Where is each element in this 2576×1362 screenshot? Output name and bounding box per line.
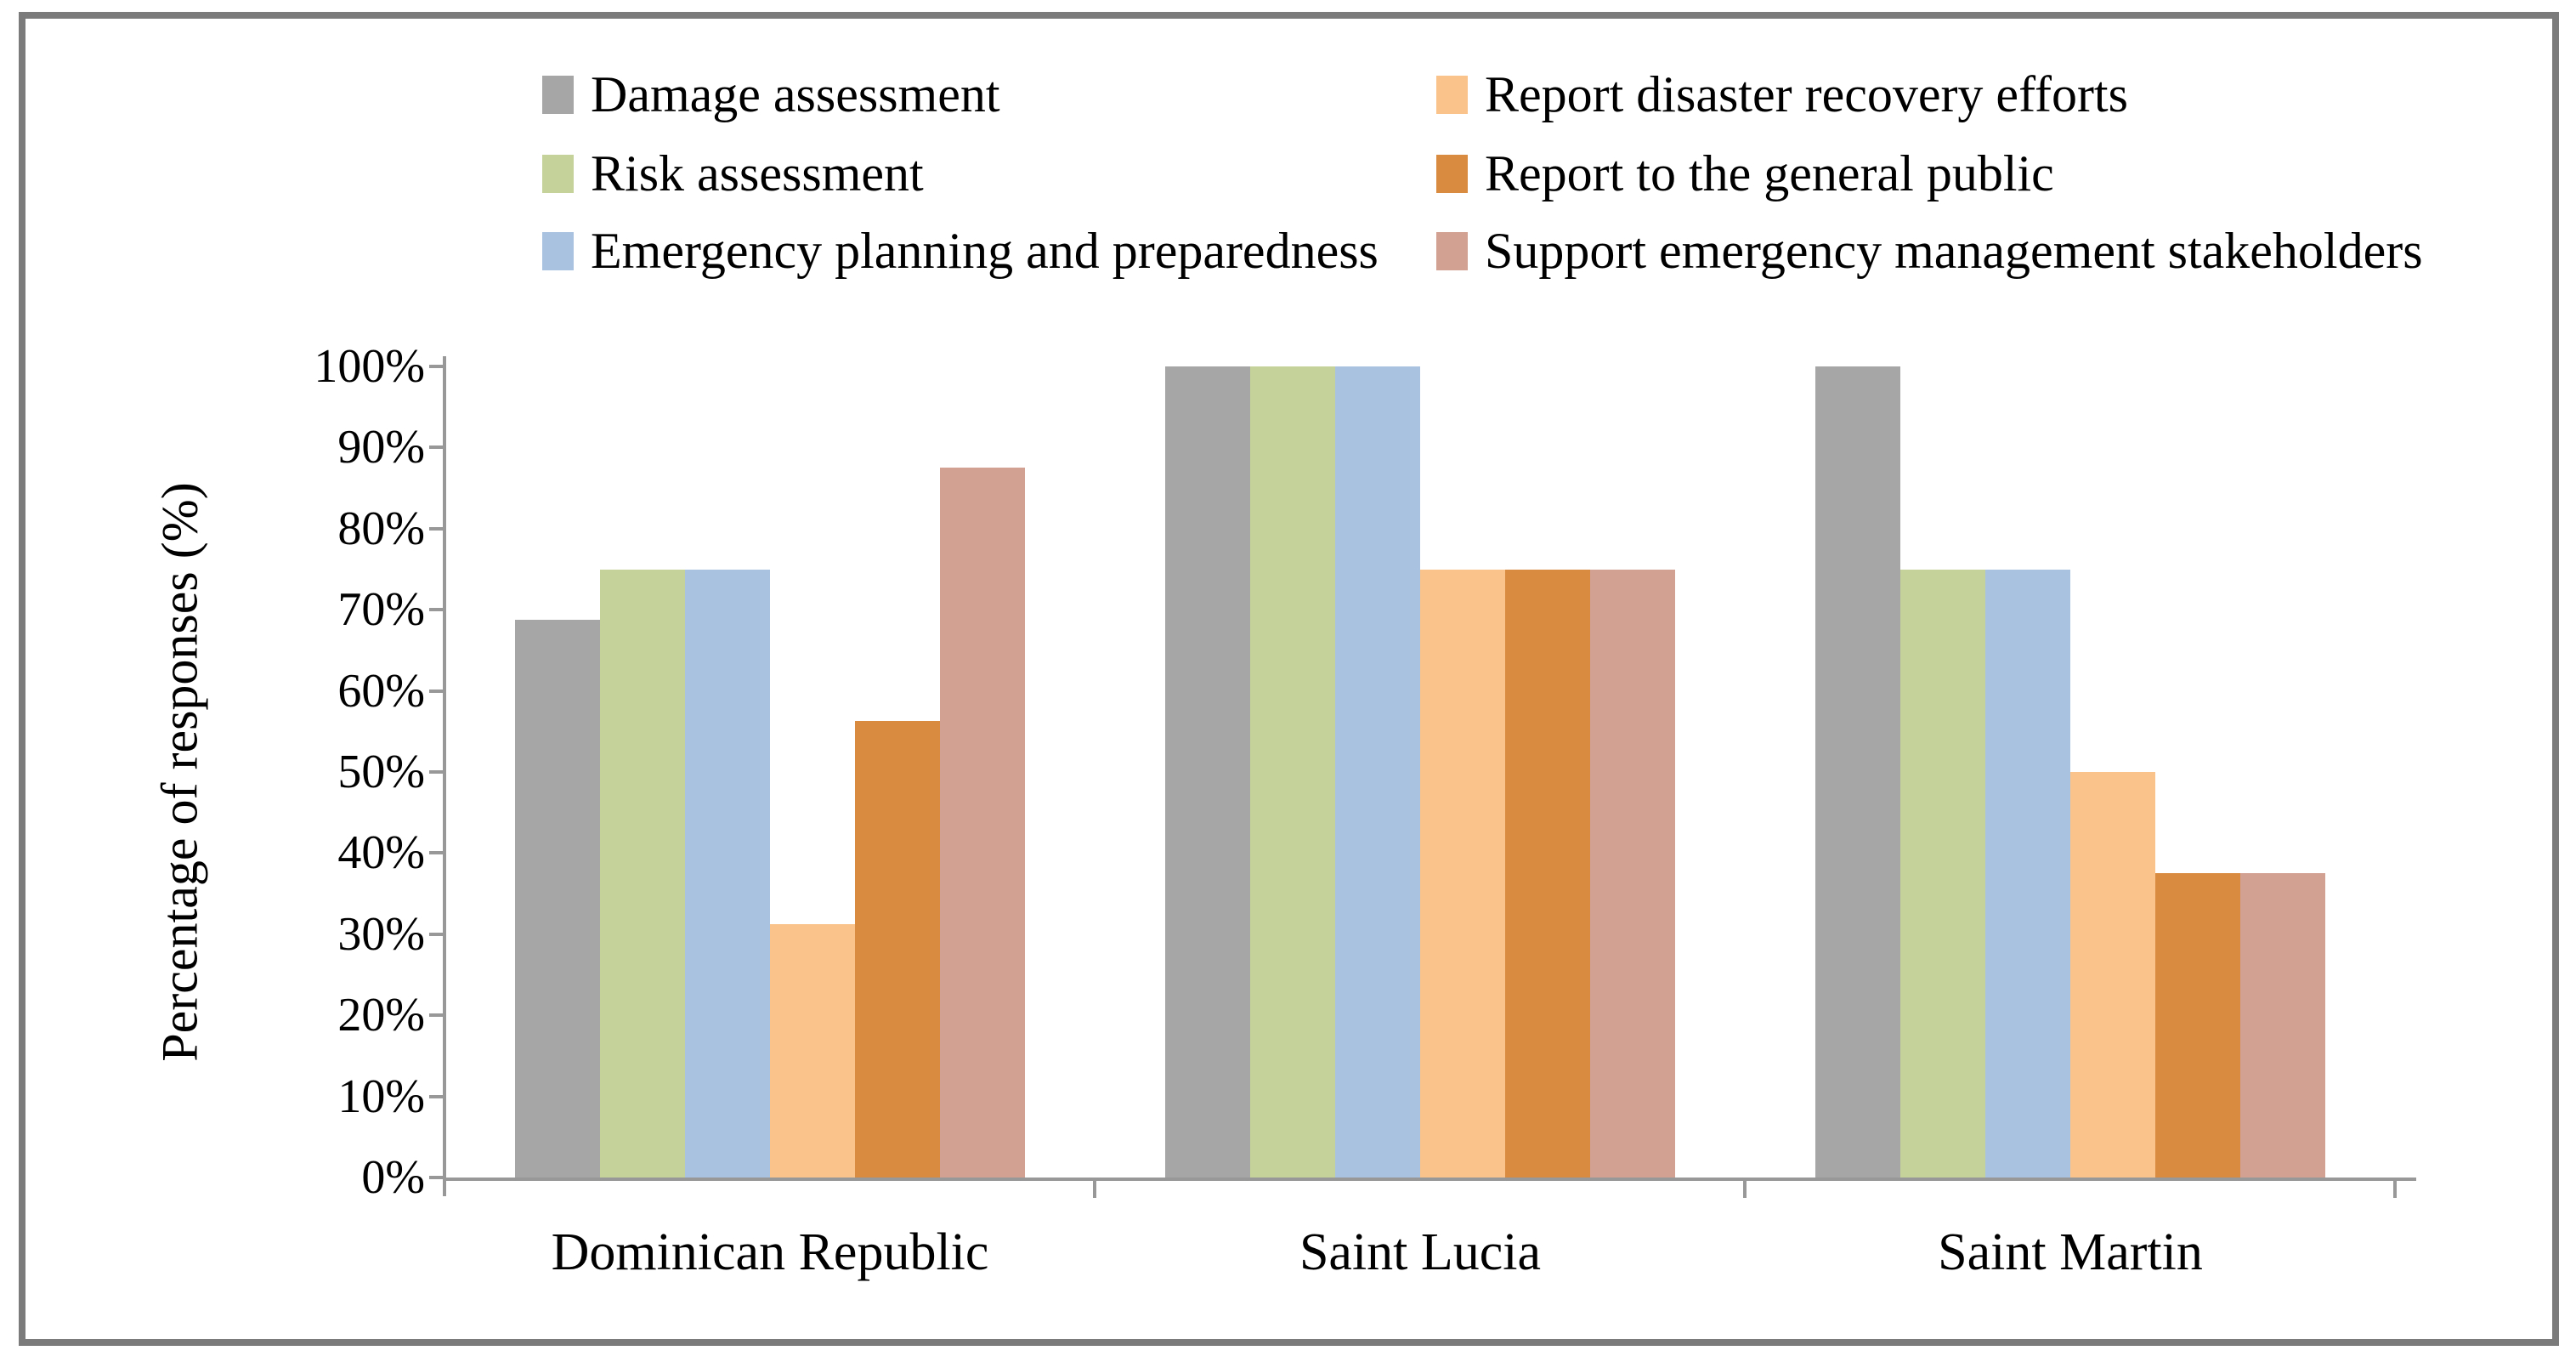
y-axis-tick	[429, 932, 444, 936]
bar-risk-assessment-dominican-republic	[600, 570, 685, 1178]
y-tick-label: 30%	[337, 907, 425, 961]
y-axis-tick	[429, 1176, 444, 1179]
x-axis-tick	[1093, 1181, 1096, 1198]
bar-risk-assessment-saint-martin	[1900, 570, 1985, 1178]
legend-label: Emergency planning and preparedness	[591, 223, 1379, 279]
bar-emergency-planning-and-preparedness-dominican-republic	[685, 570, 770, 1178]
legend-label: Risk assessment	[591, 145, 924, 201]
y-axis-tick	[429, 770, 444, 774]
bar-report-disaster-recovery-efforts-saint-martin	[2070, 772, 2155, 1178]
bar-support-emergency-management-stakeholders-saint-martin	[2240, 873, 2325, 1178]
legend-swatch-report-disaster-recovery	[1436, 75, 1468, 114]
legend-swatch-risk-assessment	[542, 154, 574, 193]
y-tick-label: 100%	[314, 340, 425, 393]
y-tick-label: 10%	[337, 1070, 425, 1123]
bar-damage-assessment-saint-lucia	[1165, 366, 1250, 1178]
bar-emergency-planning-and-preparedness-saint-lucia	[1335, 366, 1420, 1178]
y-tick-label: 50%	[337, 746, 425, 798]
y-tick-label: 80%	[337, 502, 425, 555]
bar-report-to-the-general-public-saint-lucia	[1505, 570, 1590, 1178]
legend-label: Report to the general public	[1485, 145, 2054, 201]
x-axis-tick	[1743, 1181, 1747, 1198]
legend-label: Support emergency management stakeholder…	[1485, 223, 2423, 279]
bar-support-emergency-management-stakeholders-saint-lucia	[1590, 570, 1675, 1178]
y-tick-label: 90%	[337, 421, 425, 474]
y-axis-tick	[429, 851, 444, 855]
y-tick-label: 40%	[337, 826, 425, 880]
y-tick-label: 0%	[361, 1151, 425, 1204]
bar-report-to-the-general-public-saint-martin	[2155, 873, 2240, 1178]
y-axis-title: Percentage of responses (%)	[151, 482, 208, 1062]
bar-risk-assessment-saint-lucia	[1250, 366, 1335, 1178]
legend-swatch-support-stakeholders	[1436, 231, 1468, 270]
legend-item-damage-assessment: Damage assessment	[542, 66, 1000, 122]
legend-swatch-report-general-public	[1436, 154, 1468, 193]
bar-report-disaster-recovery-efforts-dominican-republic	[770, 924, 855, 1178]
y-axis-line	[443, 356, 446, 1196]
legend-swatch-emergency-planning	[542, 231, 574, 270]
legend-item-risk-assessment: Risk assessment	[542, 145, 924, 201]
y-axis-tick	[429, 445, 444, 450]
bar-damage-assessment-saint-martin	[1815, 366, 1900, 1178]
bar-support-emergency-management-stakeholders-dominican-republic	[940, 468, 1025, 1178]
y-tick-label: 70%	[337, 583, 425, 637]
bar-report-disaster-recovery-efforts-saint-lucia	[1420, 570, 1505, 1178]
x-category-label-dominican-republic: Dominican Republic	[551, 1223, 989, 1281]
x-axis-tick	[2393, 1181, 2397, 1198]
x-category-label-saint-lucia: Saint Lucia	[1299, 1223, 1542, 1281]
y-tick-label: 20%	[337, 989, 425, 1042]
y-tick-label: 60%	[337, 664, 425, 718]
y-axis-tick	[429, 365, 444, 368]
y-axis-tick	[429, 689, 444, 693]
y-axis-tick	[429, 1094, 444, 1098]
bar-report-to-the-general-public-dominican-republic	[855, 721, 940, 1178]
bar-emergency-planning-and-preparedness-saint-martin	[1985, 570, 2070, 1178]
legend-label: Damage assessment	[591, 66, 1000, 122]
legend-item-report-disaster-recovery: Report disaster recovery efforts	[1436, 66, 2128, 122]
legend-item-emergency-planning: Emergency planning and preparedness	[542, 223, 1379, 279]
legend-swatch-damage-assessment	[542, 75, 574, 114]
legend-item-support-stakeholders: Support emergency management stakeholder…	[1436, 223, 2423, 279]
y-axis-tick	[429, 526, 444, 531]
legend-label: Report disaster recovery efforts	[1485, 66, 2128, 122]
bar-damage-assessment-dominican-republic	[515, 620, 600, 1178]
x-category-label-saint-martin: Saint Martin	[1938, 1223, 2203, 1281]
x-axis-line	[443, 1178, 2416, 1181]
y-axis-tick	[429, 608, 444, 612]
y-axis-tick	[429, 1013, 444, 1018]
legend-item-report-general-public: Report to the general public	[1436, 145, 2054, 201]
